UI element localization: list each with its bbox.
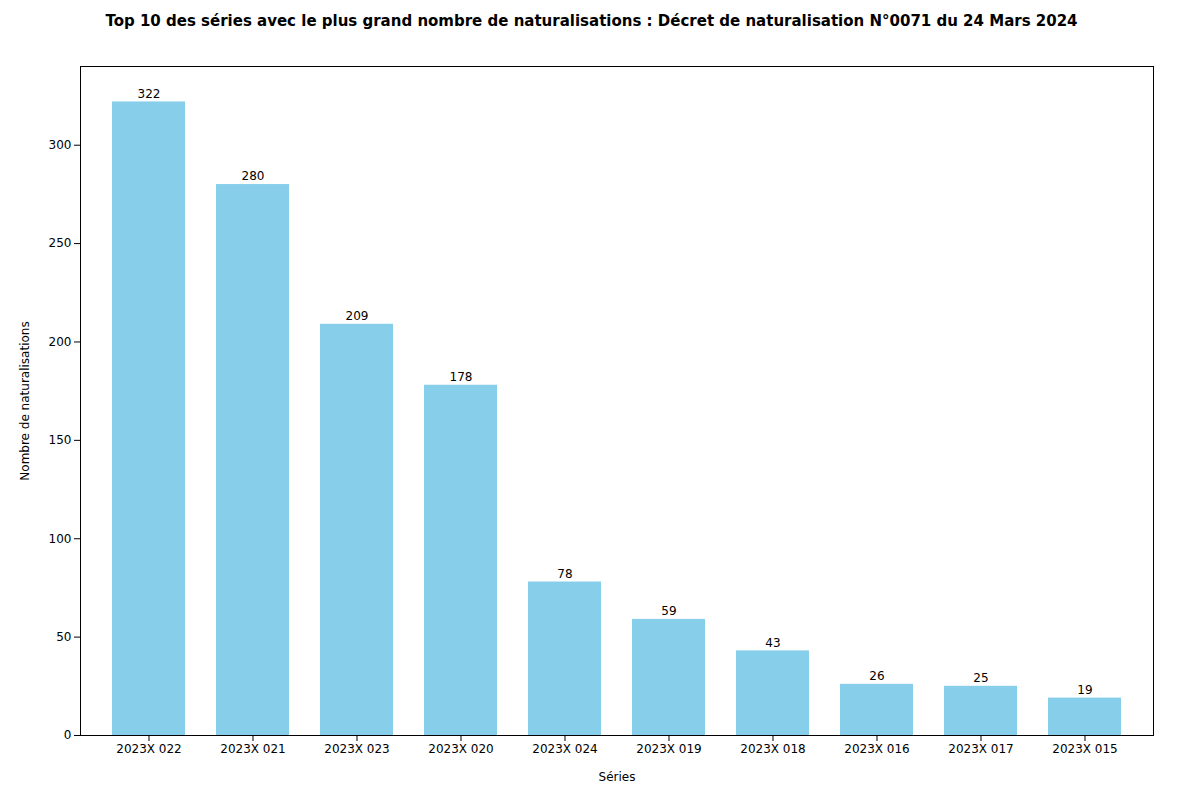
svg-text:209: 209 bbox=[346, 309, 369, 323]
svg-text:2023X 021: 2023X 021 bbox=[220, 742, 285, 756]
svg-text:26: 26 bbox=[869, 669, 884, 683]
svg-text:78: 78 bbox=[557, 567, 572, 581]
svg-text:2023X 019: 2023X 019 bbox=[636, 742, 701, 756]
svg-text:2023X 020: 2023X 020 bbox=[428, 742, 493, 756]
svg-text:300: 300 bbox=[49, 138, 72, 152]
svg-text:322: 322 bbox=[138, 87, 161, 101]
svg-text:200: 200 bbox=[49, 335, 72, 349]
svg-text:50: 50 bbox=[56, 630, 71, 644]
svg-text:19: 19 bbox=[1077, 683, 1092, 697]
svg-text:25: 25 bbox=[973, 671, 988, 685]
svg-text:2023X 015: 2023X 015 bbox=[1052, 742, 1117, 756]
svg-text:150: 150 bbox=[49, 433, 72, 447]
svg-text:178: 178 bbox=[450, 370, 473, 384]
svg-text:250: 250 bbox=[49, 236, 72, 250]
svg-text:Nombre de naturalisations: Nombre de naturalisations bbox=[18, 321, 32, 480]
html-text:Top 10 des séries avec le plus: Top 10 des séries avec le plus grand nom… bbox=[105, 12, 1078, 30]
svg-text:2023X 018: 2023X 018 bbox=[740, 742, 805, 756]
svg-text:2023X 024: 2023X 024 bbox=[532, 742, 597, 756]
svg-text:0: 0 bbox=[64, 728, 72, 742]
svg-text:2023X 016: 2023X 016 bbox=[844, 742, 909, 756]
svg-text:2023X 017: 2023X 017 bbox=[948, 742, 1013, 756]
svg-text:2023X 023: 2023X 023 bbox=[324, 742, 389, 756]
svg-text:100: 100 bbox=[49, 532, 72, 546]
svg-text:280: 280 bbox=[242, 169, 265, 183]
svg-text:43: 43 bbox=[765, 636, 780, 650]
svg-text:2023X 022: 2023X 022 bbox=[116, 742, 181, 756]
svg-text:Séries: Séries bbox=[599, 770, 636, 784]
svg-text:59: 59 bbox=[661, 604, 676, 618]
